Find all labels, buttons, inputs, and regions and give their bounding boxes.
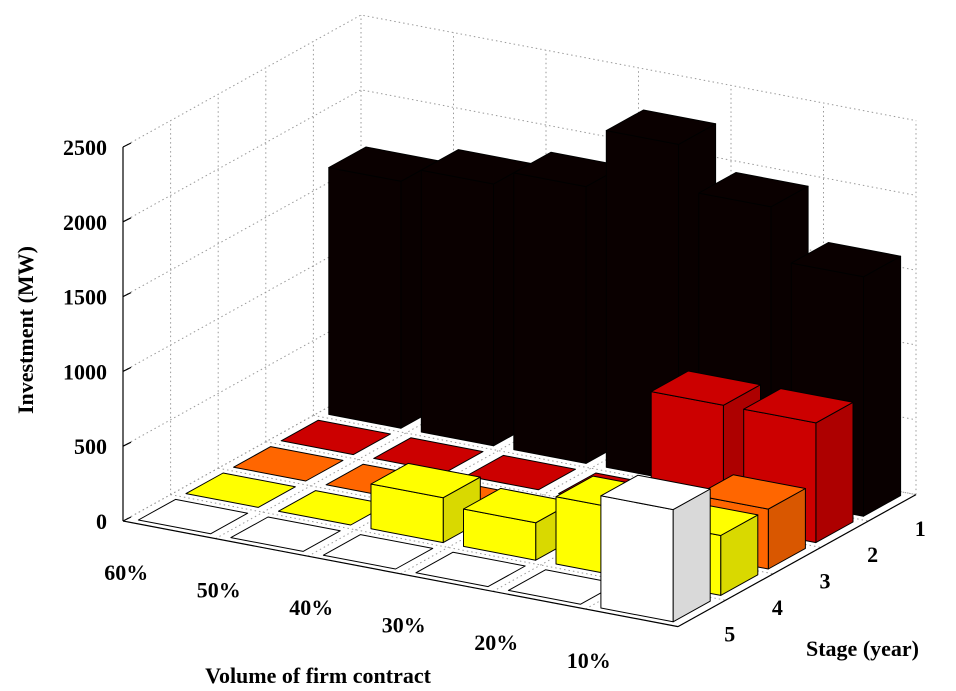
y-axis-line bbox=[677, 494, 917, 628]
y-tick-label: 5 bbox=[724, 621, 735, 646]
y-axis-label: Stage (year) bbox=[806, 636, 919, 661]
z-tick-mark bbox=[122, 366, 132, 372]
x-tick-label: 50% bbox=[197, 577, 241, 602]
z-tick-mark bbox=[122, 292, 132, 298]
y-tick-label: 2 bbox=[867, 542, 878, 567]
bar-top bbox=[790, 242, 902, 278]
bar-top bbox=[322, 534, 434, 570]
grid-line-floor bbox=[122, 388, 362, 522]
bar-top bbox=[695, 474, 806, 510]
bar-stage-5-10pct bbox=[600, 474, 711, 623]
bar-top bbox=[650, 370, 761, 406]
z-tick-label: 500 bbox=[74, 434, 107, 459]
bar-stage-4-40pct bbox=[370, 462, 481, 544]
z-tick-label: 1500 bbox=[63, 285, 107, 310]
z-tick-mark bbox=[122, 516, 132, 522]
grid-line-z bbox=[122, 89, 917, 223]
labels: Investment (MW) Volume of firm contract … bbox=[13, 135, 926, 688]
bar-top bbox=[233, 446, 344, 482]
bar-top bbox=[185, 472, 296, 508]
bar-top bbox=[743, 388, 854, 424]
bar-stage-5-50pct bbox=[230, 516, 341, 552]
bar-stage-5-60pct bbox=[137, 498, 249, 535]
bar-stage-2-60pct bbox=[280, 419, 391, 456]
bar-front bbox=[513, 172, 587, 464]
z-tick-label: 0 bbox=[96, 509, 107, 534]
bar-top bbox=[465, 454, 576, 491]
y-tick-label: 4 bbox=[772, 595, 783, 620]
grid-line-floor bbox=[215, 406, 454, 540]
x-axis-line bbox=[122, 520, 679, 628]
x-tick-label: 40% bbox=[289, 595, 333, 620]
z-tick-mark bbox=[122, 142, 132, 148]
bar-stage-3-60pct bbox=[233, 446, 344, 482]
bar-top bbox=[605, 109, 717, 145]
z-axis-label: Investment (MW) bbox=[13, 246, 38, 414]
bar-side bbox=[815, 401, 854, 544]
bar-front bbox=[600, 495, 674, 623]
z-tick-mark bbox=[122, 217, 132, 223]
bars bbox=[137, 109, 902, 623]
bar-front bbox=[420, 169, 494, 447]
x-tick-label: 30% bbox=[382, 613, 426, 638]
bar-top bbox=[600, 474, 711, 511]
bar-stage-5-30pct bbox=[415, 551, 526, 588]
bar-stage-4-60pct bbox=[185, 472, 296, 508]
z-tick-label: 2000 bbox=[63, 210, 107, 235]
x-tick-label: 60% bbox=[104, 560, 148, 585]
bar-top bbox=[415, 551, 526, 588]
y-tick-label: 3 bbox=[820, 569, 831, 594]
bar-stage-2-40pct bbox=[465, 454, 576, 491]
bar-top bbox=[137, 498, 249, 535]
axes bbox=[122, 142, 917, 628]
bar-top bbox=[280, 419, 391, 456]
bar-top bbox=[230, 516, 341, 552]
bar-side bbox=[672, 488, 711, 623]
y-tick-label: 1 bbox=[915, 516, 926, 541]
z-tick-label: 1000 bbox=[63, 359, 107, 384]
bar-top bbox=[370, 462, 481, 499]
bar-top bbox=[698, 172, 809, 208]
z-tick-label: 2500 bbox=[63, 135, 107, 160]
bar-stage-5-40pct bbox=[322, 534, 434, 570]
z-tick-mark bbox=[122, 441, 132, 447]
x-tick-label: 20% bbox=[474, 630, 518, 655]
x-axis-label: Volume of firm contract bbox=[205, 663, 432, 688]
bar-front bbox=[328, 167, 402, 429]
grid-line-z bbox=[122, 14, 917, 148]
bar-side bbox=[863, 255, 902, 517]
x-tick-label: 10% bbox=[567, 648, 611, 673]
